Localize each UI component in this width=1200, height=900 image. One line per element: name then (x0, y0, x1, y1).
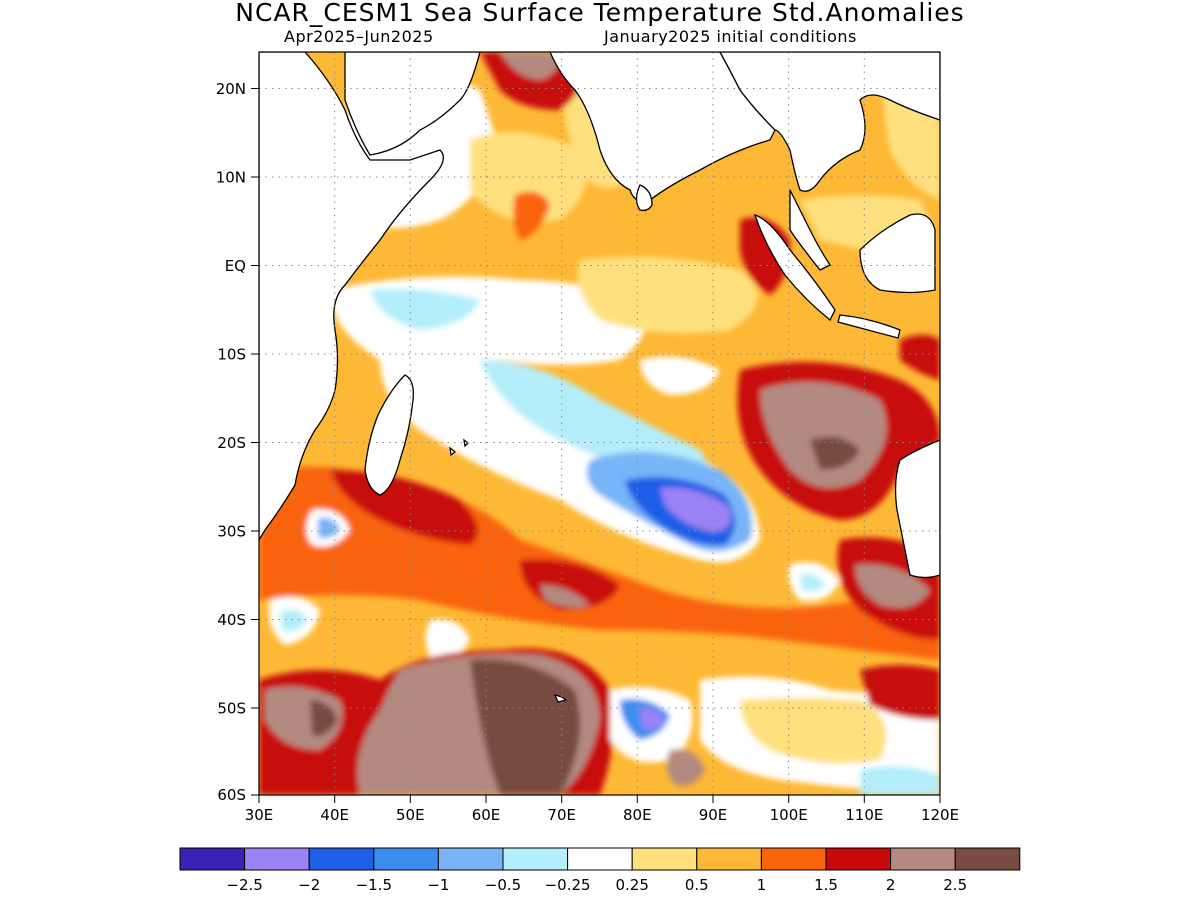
colorbar-label: −1.5 (356, 876, 392, 894)
colorbar-label: 0.5 (685, 876, 709, 894)
lat-label: 20N (216, 80, 246, 98)
colorbar-swatch (696, 847, 762, 871)
colorbar-swatch (954, 847, 1021, 871)
colorbar-swatch (631, 847, 698, 871)
land-masses (259, 52, 940, 703)
lon-label: 70E (547, 806, 576, 824)
latitude-labels: 20N 10N EQ 10S 20S 30S 40S 50S 60S (216, 80, 246, 804)
sst-anomaly-field (259, 52, 940, 795)
lon-label: 40E (320, 806, 349, 824)
colorbar-label: 0.25 (615, 876, 648, 894)
colorbar-swatch (244, 847, 310, 871)
colorbar-swatch (567, 847, 633, 871)
colorbar-label: 1.5 (814, 876, 838, 894)
season-subtitle: Apr2025–Jun2025 (284, 27, 434, 46)
lon-label: 90E (699, 806, 728, 824)
colorbar-label: −2 (298, 876, 320, 894)
lon-label: 80E (623, 806, 652, 824)
lat-label: 30S (217, 523, 246, 541)
colorbar-labels: −2.5 −2 −1.5 −1 −0.5 −0.25 0.25 0.5 1 1.… (226, 876, 967, 894)
lon-label: 120E (921, 806, 959, 824)
lon-label: 50E (396, 806, 425, 824)
colorbar-label: 2.5 (943, 876, 967, 894)
lat-label: 20S (217, 434, 246, 452)
colorbar-label: −0.5 (485, 876, 521, 894)
colorbar-swatch (760, 847, 827, 871)
map-frame (258, 51, 941, 796)
colorbar-swatch (890, 847, 956, 871)
lat-label: 10N (216, 169, 246, 187)
lat-label: EQ (225, 257, 246, 275)
colorbar-label: −2.5 (226, 876, 262, 894)
colorbar-swatch (179, 847, 246, 871)
initial-conditions-subtitle: January2025 initial conditions (604, 27, 857, 46)
tick-marks (251, 88, 941, 803)
colorbar-label: −1 (427, 876, 449, 894)
lat-label: 10S (217, 346, 246, 364)
colorbar-swatch (825, 847, 892, 871)
colorbar (179, 847, 1021, 871)
lon-label: 30E (245, 806, 274, 824)
colorbar-swatch (502, 847, 569, 871)
colorbar-label: 1 (757, 876, 767, 894)
colorbar-swatch (437, 847, 504, 871)
lon-label: 110E (845, 806, 883, 824)
map-title: NCAR_CESM1 Sea Surface Temperature Std.A… (235, 0, 965, 27)
lat-label: 50S (217, 700, 246, 718)
lon-label: 60E (472, 806, 501, 824)
lat-label: 40S (217, 611, 246, 629)
lon-label: 100E (770, 806, 808, 824)
colorbar-label: 2 (886, 876, 896, 894)
colorbar-label: −0.25 (545, 876, 591, 894)
colorbar-swatch (373, 847, 439, 871)
colorbar-swatch (308, 847, 375, 871)
map-gridlines (259, 52, 940, 795)
longitude-labels: 30E 40E 50E 60E 70E 80E 90E 100E 110E 12… (245, 806, 959, 824)
lat-label: 60S (217, 786, 246, 804)
